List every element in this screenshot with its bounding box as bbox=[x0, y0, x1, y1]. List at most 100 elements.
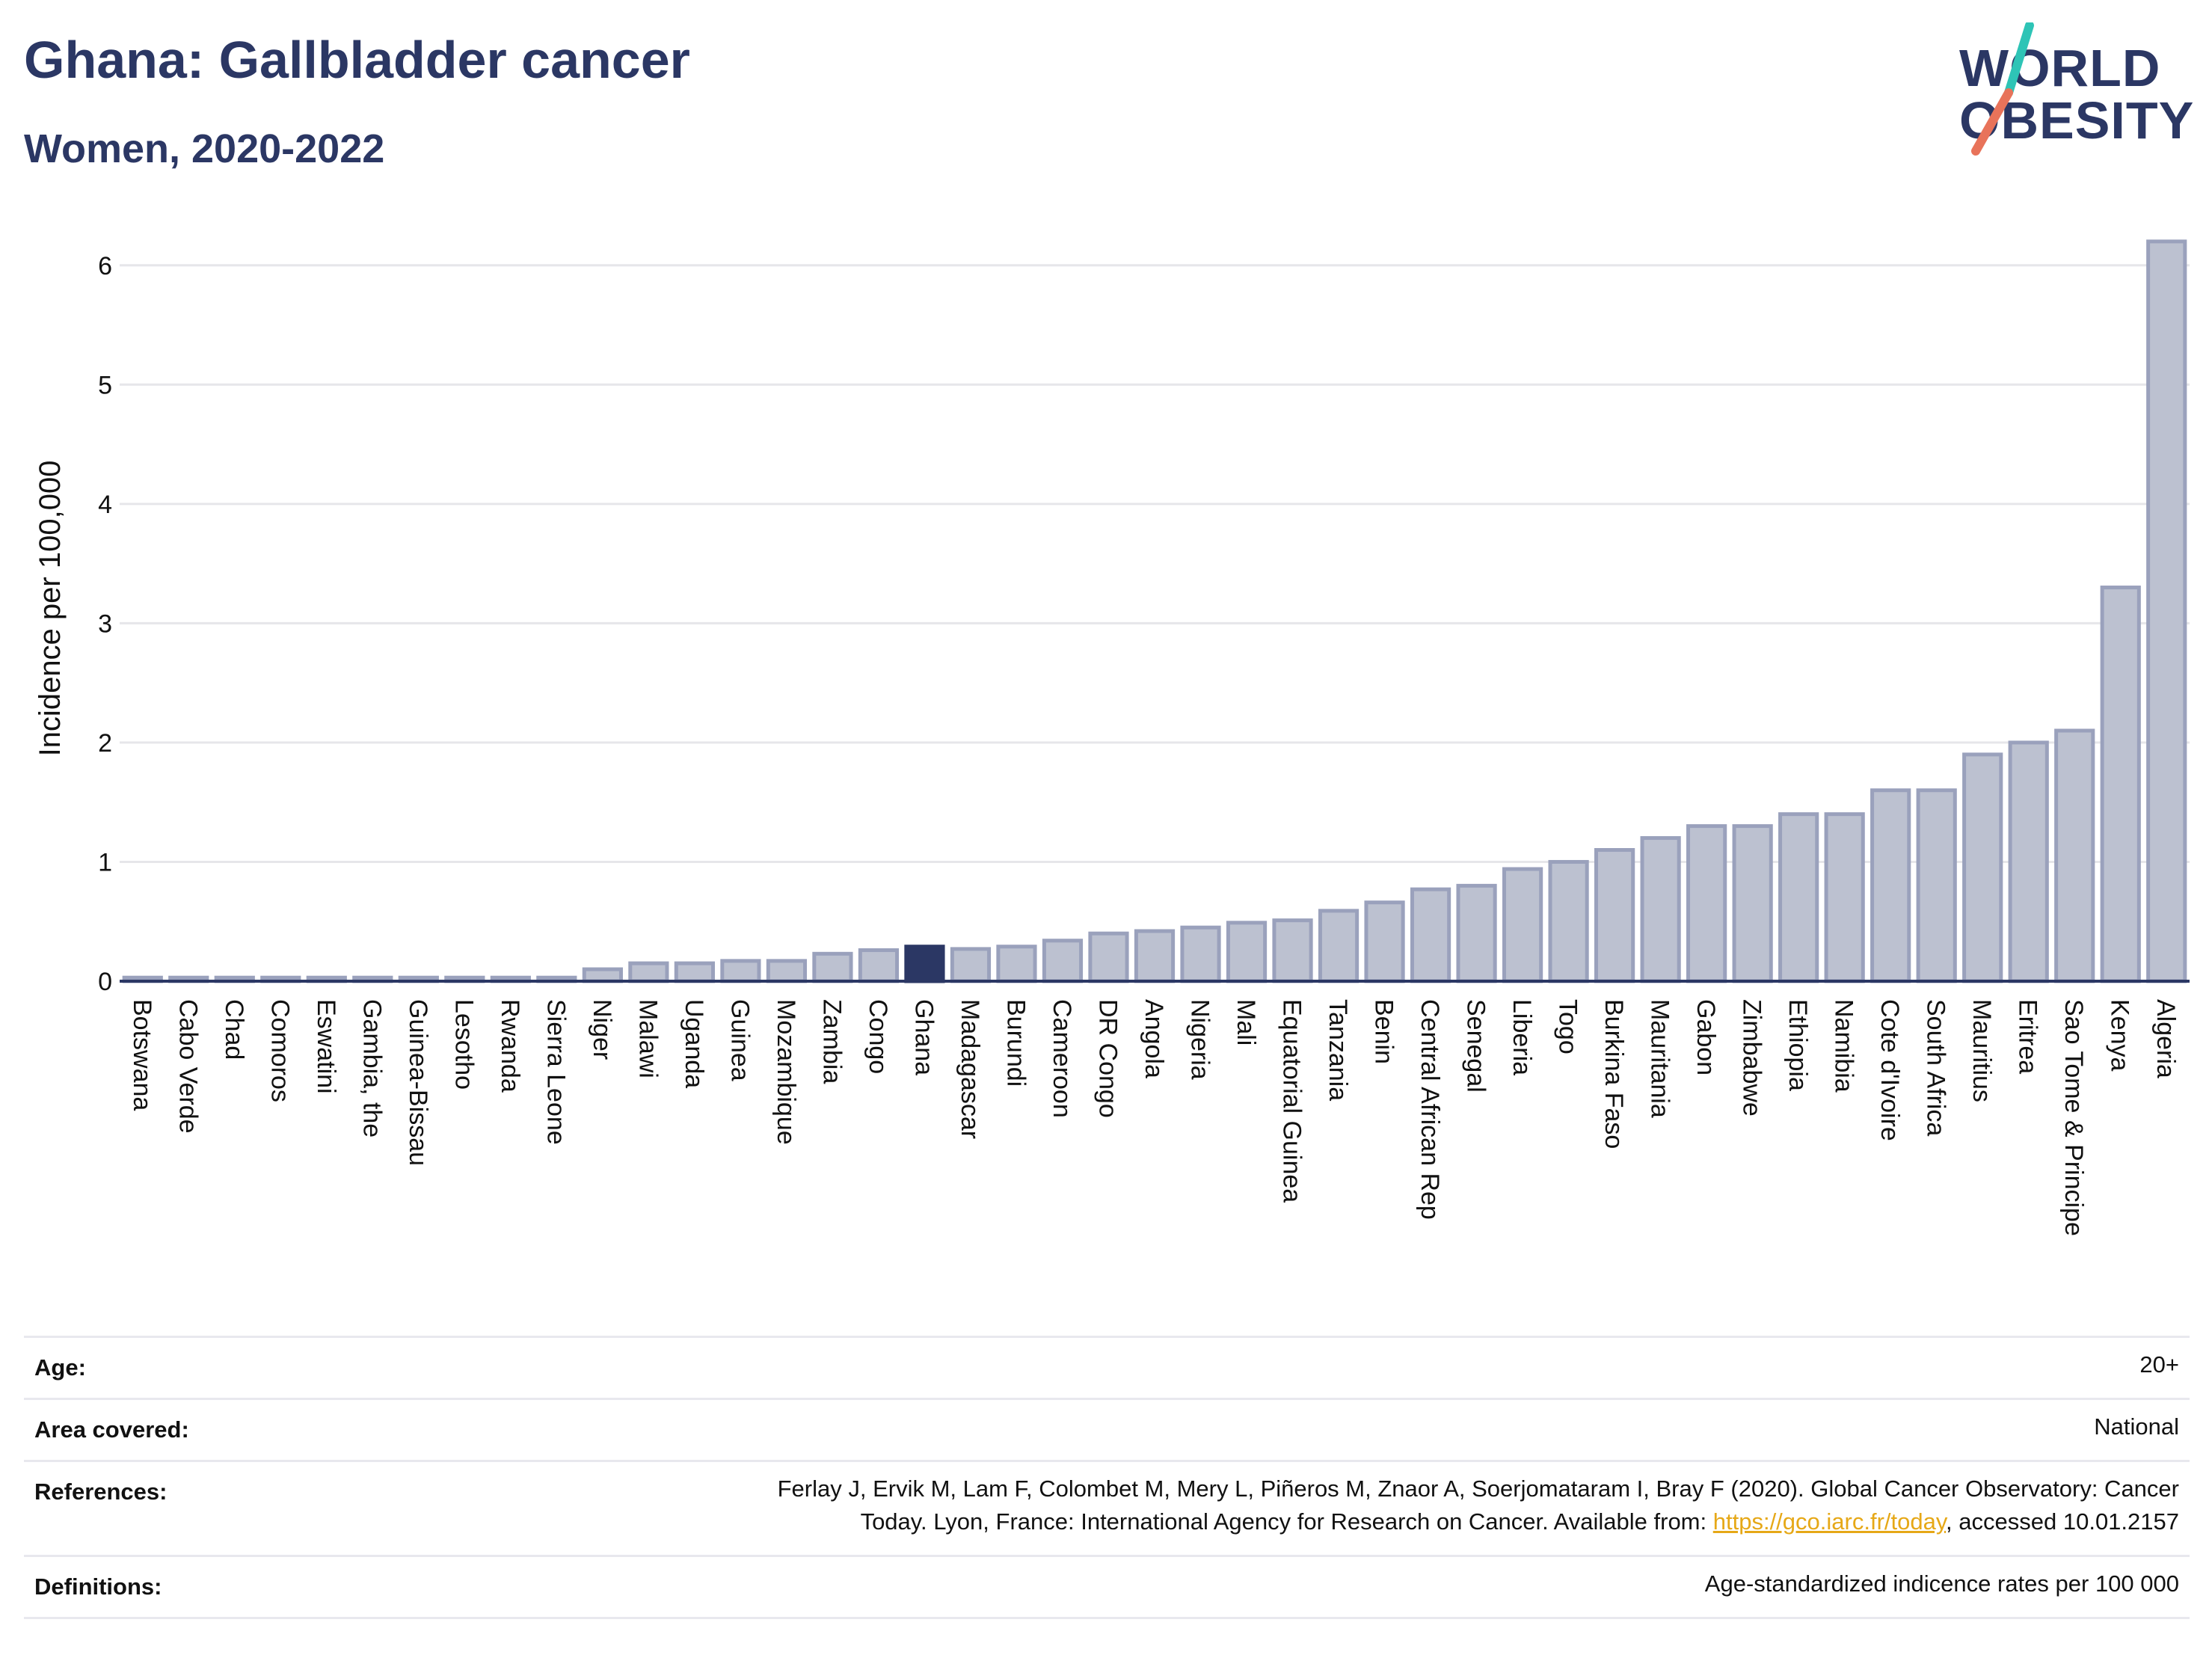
bar bbox=[858, 948, 900, 983]
definitions-value: Age-standardized indicence rates per 100… bbox=[1704, 1570, 2179, 1597]
area-value: National bbox=[2094, 1413, 2179, 1440]
x-tick-label: Cote d'Ivoire bbox=[1875, 999, 1904, 1141]
age-value: 20+ bbox=[2139, 1351, 2179, 1378]
bar bbox=[1318, 909, 1360, 983]
x-tick-label: Namibia bbox=[1830, 999, 1858, 1093]
y-tick-label: 5 bbox=[98, 371, 112, 399]
bar bbox=[628, 961, 669, 983]
x-tick-label: Nigeria bbox=[1186, 999, 1214, 1080]
bar bbox=[1272, 918, 1313, 983]
logo-line-1: WORLD bbox=[1959, 39, 2161, 97]
x-tick-label: Liberia bbox=[1508, 999, 1536, 1075]
references-line-2-prefix: Today. Lyon, France: International Agenc… bbox=[860, 1508, 1713, 1535]
bar bbox=[1916, 788, 1957, 983]
x-tick-label: Eswatini bbox=[312, 999, 340, 1094]
x-tick-label: Mali bbox=[1232, 999, 1260, 1045]
bar bbox=[1962, 752, 2003, 983]
x-tick-label: Angola bbox=[1140, 999, 1168, 1078]
x-tick-label: Eritrea bbox=[2014, 999, 2042, 1074]
y-tick-label: 0 bbox=[98, 968, 112, 996]
info-row-age: Age: 20+ bbox=[24, 1336, 2190, 1398]
bar bbox=[1502, 867, 1543, 983]
world-obesity-logo: WORLD OBESITY bbox=[1944, 22, 2199, 157]
info-row-area: Area covered: National bbox=[24, 1398, 2190, 1460]
bar-chart: 0 1 2 3 4 5 6 Incidence per 100,000 Botswana Cabo… bbox=[34, 239, 2190, 1236]
bar bbox=[996, 945, 1037, 983]
references-line-2: Today. Lyon, France: International Agenc… bbox=[778, 1505, 2179, 1538]
references-value: Ferlay J, Ervik M, Lam F, Colombet M, Me… bbox=[778, 1473, 2179, 1538]
bar bbox=[1410, 887, 1451, 983]
bar bbox=[1364, 900, 1405, 983]
bar bbox=[1134, 929, 1176, 983]
bar bbox=[1548, 859, 1589, 983]
x-tick-label: Mauritius bbox=[1967, 999, 1996, 1102]
y-tick-label: 1 bbox=[98, 848, 112, 876]
x-tick-label: Cameroon bbox=[1048, 999, 1076, 1118]
bar bbox=[2146, 239, 2187, 983]
x-tick-label: Congo bbox=[864, 999, 892, 1074]
x-tick-label: Mauritania bbox=[1646, 999, 1674, 1118]
references-link[interactable]: https://gco.iarc.fr/today bbox=[1712, 1508, 1947, 1535]
x-tick-label: Ghana bbox=[909, 999, 938, 1075]
x-tick-label: Guinea-Bissau bbox=[404, 999, 432, 1166]
x-tick-label: Senegal bbox=[1462, 999, 1490, 1093]
x-tick-label: Algeria bbox=[2151, 999, 2180, 1078]
y-tick-label: 4 bbox=[98, 491, 112, 519]
area-label: Area covered: bbox=[34, 1416, 189, 1443]
x-tick-label: Chad bbox=[220, 999, 248, 1060]
y-axis-label: Incidence per 100,000 bbox=[34, 461, 67, 757]
x-tick-label: South Africa bbox=[1922, 999, 1950, 1136]
bar bbox=[1824, 812, 1865, 983]
x-tick-label: Zambia bbox=[817, 999, 846, 1084]
bar bbox=[1732, 824, 1773, 983]
x-tick-label: Niger bbox=[588, 999, 616, 1060]
x-tick-label: Malawi bbox=[633, 999, 662, 1078]
info-row-definitions: Definitions: Age-standardized indicence … bbox=[24, 1555, 2190, 1619]
bar bbox=[1042, 939, 1084, 983]
x-tick-label: Uganda bbox=[680, 999, 708, 1088]
bar bbox=[1456, 883, 1497, 983]
definitions-label: Definitions: bbox=[34, 1573, 162, 1600]
page-subtitle: Women, 2020-2022 bbox=[24, 126, 385, 171]
x-tick-label: Benin bbox=[1370, 999, 1398, 1064]
x-tick-label: Tanzania bbox=[1324, 999, 1352, 1101]
references-label: References: bbox=[34, 1479, 168, 1505]
x-tick-label: Sierra Leone bbox=[541, 999, 570, 1145]
bar bbox=[1088, 931, 1129, 983]
bar bbox=[1686, 824, 1727, 983]
bar bbox=[1180, 925, 1221, 983]
bar bbox=[2100, 586, 2141, 983]
x-tick-label: Guinea bbox=[725, 999, 754, 1081]
info-table: Age: 20+ Area covered: National Referenc… bbox=[24, 1336, 2190, 1619]
x-tick-label: Togo bbox=[1554, 999, 1582, 1054]
x-tick-label: Gabon bbox=[1692, 999, 1720, 1075]
bar bbox=[582, 967, 623, 983]
x-tick-label: Gambia, the bbox=[357, 999, 386, 1137]
bar bbox=[766, 959, 808, 983]
info-row-references: References: Ferlay J, Ervik M, Lam F, Co… bbox=[24, 1460, 2190, 1555]
x-tick-label: Ethiopia bbox=[1784, 999, 1812, 1091]
x-tick-label: Cabo Verde bbox=[173, 999, 202, 1134]
bar bbox=[2008, 740, 2049, 983]
bar bbox=[1778, 812, 1819, 983]
page-title: Ghana: Gallbladder cancer bbox=[24, 31, 690, 89]
y-tick-label: 6 bbox=[98, 252, 112, 280]
bar bbox=[2054, 728, 2095, 983]
bar bbox=[720, 959, 761, 983]
age-label: Age: bbox=[34, 1354, 86, 1381]
bar bbox=[1640, 836, 1681, 983]
x-tick-label: Comoros bbox=[265, 999, 294, 1102]
references-line-1: Ferlay J, Ervik M, Lam F, Colombet M, Me… bbox=[777, 1476, 2179, 1502]
x-tick-label: Madagascar bbox=[956, 999, 984, 1139]
x-tick-label: DR Congo bbox=[1093, 999, 1122, 1118]
x-tick-label: Botswana bbox=[128, 999, 156, 1111]
bar bbox=[1226, 921, 1268, 983]
references-line-2-suffix: , accessed 10.01.2157 bbox=[1946, 1508, 2179, 1535]
x-tick-label: Rwanda bbox=[496, 999, 524, 1093]
x-tick-label: Lesotho bbox=[449, 999, 478, 1090]
x-tick-label: Mozambique bbox=[772, 999, 800, 1145]
bar bbox=[950, 947, 992, 983]
x-tick-label: Burundi bbox=[1001, 999, 1030, 1087]
logo-slash-icon bbox=[1971, 22, 2034, 156]
bar bbox=[1594, 848, 1635, 983]
